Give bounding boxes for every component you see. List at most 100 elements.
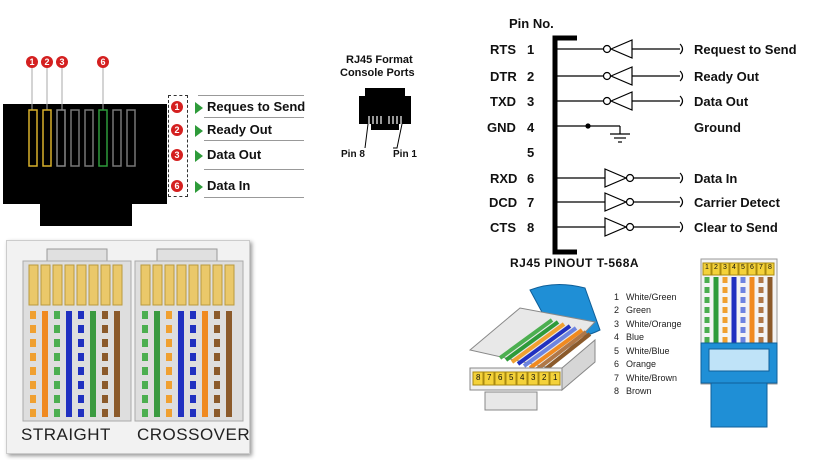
wire-number: 6 bbox=[614, 359, 620, 369]
jack-contact-3 bbox=[56, 109, 66, 167]
legend-marker-2: 2 bbox=[171, 124, 183, 136]
plug-front-pin-number: 6 bbox=[750, 264, 754, 271]
signal-label: TXD bbox=[490, 94, 516, 109]
wire-number: 7 bbox=[614, 373, 620, 383]
pinout-bracket bbox=[552, 35, 577, 255]
green-arrow-icon bbox=[195, 150, 203, 162]
wire-number: 3 bbox=[614, 319, 620, 329]
wire-number: 2 bbox=[614, 305, 620, 315]
pin8-leader bbox=[364, 123, 369, 149]
jack-contacts bbox=[28, 109, 136, 167]
wire-number: 4 bbox=[614, 332, 620, 342]
plug-front-pin-slots bbox=[702, 262, 775, 276]
legend-marker-3: 3 bbox=[171, 149, 183, 161]
cable-connectors-svg bbox=[22, 248, 244, 422]
green-arrow-icon bbox=[195, 102, 203, 114]
console-jack-shape bbox=[359, 88, 411, 130]
t568a-plug-svg bbox=[468, 284, 601, 411]
console-port-svg bbox=[359, 88, 411, 149]
straight-wires bbox=[30, 311, 120, 417]
plug-front-pin-number: 5 bbox=[741, 264, 745, 271]
jack-contact-1 bbox=[28, 109, 38, 167]
in-buffer-rxd bbox=[555, 168, 684, 188]
in-buffer-cts bbox=[555, 217, 684, 237]
plug-front-pin-number: 2 bbox=[714, 264, 718, 271]
pinout-title: RJ45 PINOUT T-568A bbox=[510, 256, 640, 270]
straight-gold-contacts bbox=[28, 264, 123, 306]
signal-label: DTR bbox=[490, 69, 517, 84]
wire-number: 8 bbox=[614, 386, 620, 396]
wire-color-name: Blue bbox=[626, 332, 645, 342]
console-title-line2: Console Ports bbox=[340, 67, 415, 79]
rj45-jack-diagram: 1 2 3 6 bbox=[0, 50, 170, 240]
wire-color-name: White/Brown bbox=[626, 373, 678, 383]
jack-pin-legend: 1 Reques to Send 2 Ready Out 3 Data Out … bbox=[168, 95, 308, 200]
legend-label-rxd: Data In bbox=[207, 178, 251, 193]
straight-caption: STRAIGHT bbox=[21, 425, 111, 444]
legend-item-dtr: 2 Ready Out bbox=[168, 122, 308, 141]
plug-pin-number: 3 bbox=[531, 373, 536, 382]
signal-description: Ready Out bbox=[694, 69, 760, 84]
signal-label: RTS bbox=[490, 42, 516, 57]
signal-description: Clear to Send bbox=[694, 220, 778, 235]
plug-pin-number: 2 bbox=[542, 373, 547, 382]
rj45-jack-svg bbox=[3, 64, 167, 226]
console-title-line1: RJ45 Format bbox=[346, 54, 413, 66]
pin-number: 1 bbox=[527, 42, 535, 57]
jack-contact-4 bbox=[70, 109, 80, 167]
wire-color-list: 1 White/Green 2 Green 3 White/Orange 4 B… bbox=[614, 292, 704, 402]
green-arrow-icon bbox=[195, 181, 203, 193]
plug-pin-number: 4 bbox=[520, 373, 525, 382]
legend-divider bbox=[198, 95, 304, 196]
signal-description: Ground bbox=[694, 120, 741, 135]
wire-color-name: Orange bbox=[626, 359, 657, 369]
crossover-gold-contacts bbox=[140, 264, 235, 306]
pin-number: 6 bbox=[527, 171, 535, 186]
plug-pin-number: 8 bbox=[476, 373, 481, 382]
pin-number: 2 bbox=[527, 69, 535, 84]
pin-number: 3 bbox=[527, 94, 535, 109]
crossover-caption: CROSSOVER bbox=[137, 425, 251, 444]
jack-contact-6 bbox=[98, 109, 108, 167]
signal-label: GND bbox=[487, 120, 516, 135]
wire-color-name: White/Green bbox=[626, 292, 677, 302]
console-jack-pins bbox=[368, 116, 402, 124]
plug-front-pin-number: 7 bbox=[759, 264, 763, 271]
pin8-label: Pin 8 bbox=[341, 149, 365, 160]
plug-front-cable bbox=[710, 382, 768, 428]
plug-pin-number: 6 bbox=[498, 373, 503, 382]
signal-description: Carrier Detect bbox=[694, 195, 780, 210]
legend-marker-6: 6 bbox=[171, 180, 183, 192]
pin-number: 7 bbox=[527, 195, 535, 210]
plug-pin-number: 1 bbox=[553, 373, 558, 382]
in-buffer-dcd bbox=[555, 192, 684, 212]
plug-front-pin-number: 8 bbox=[768, 264, 772, 271]
plug-front-pin-number: 3 bbox=[723, 264, 727, 271]
plug-colored-wires bbox=[498, 318, 592, 374]
out-buffer-dtr bbox=[555, 66, 684, 86]
crossover-wires bbox=[142, 311, 232, 417]
signal-label: CTS bbox=[490, 220, 516, 235]
pinout-svg bbox=[552, 35, 684, 255]
out-buffer-rts bbox=[555, 39, 684, 59]
pin-number: 5 bbox=[527, 145, 535, 160]
jack-contact-2 bbox=[42, 109, 52, 167]
wire-color-name: Green bbox=[626, 305, 652, 315]
plug-front-window bbox=[708, 348, 770, 372]
pin-marker-6: 6 bbox=[97, 56, 109, 68]
legend-label-dtr: Ready Out bbox=[207, 122, 273, 137]
pin-marker-3: 3 bbox=[56, 56, 68, 68]
jack-contact-5 bbox=[84, 109, 94, 167]
legend-item-rts: 1 Reques to Send bbox=[168, 99, 308, 118]
pin-marker-2: 2 bbox=[41, 56, 53, 68]
legend-item-rxd: 6 Data In bbox=[168, 178, 308, 198]
pin-number: 8 bbox=[527, 220, 535, 235]
plug-pin-slots bbox=[472, 371, 561, 386]
legend-item-txd: 3 Data Out bbox=[168, 147, 308, 170]
wire-color-name: White/Orange bbox=[626, 319, 682, 329]
crossover-connector bbox=[134, 248, 244, 422]
signal-description: Request to Send bbox=[694, 42, 797, 57]
pinout-schematic: Pin No. bbox=[470, 10, 819, 270]
jack-contact-8 bbox=[126, 109, 136, 167]
out-buffer-txd bbox=[555, 91, 684, 111]
